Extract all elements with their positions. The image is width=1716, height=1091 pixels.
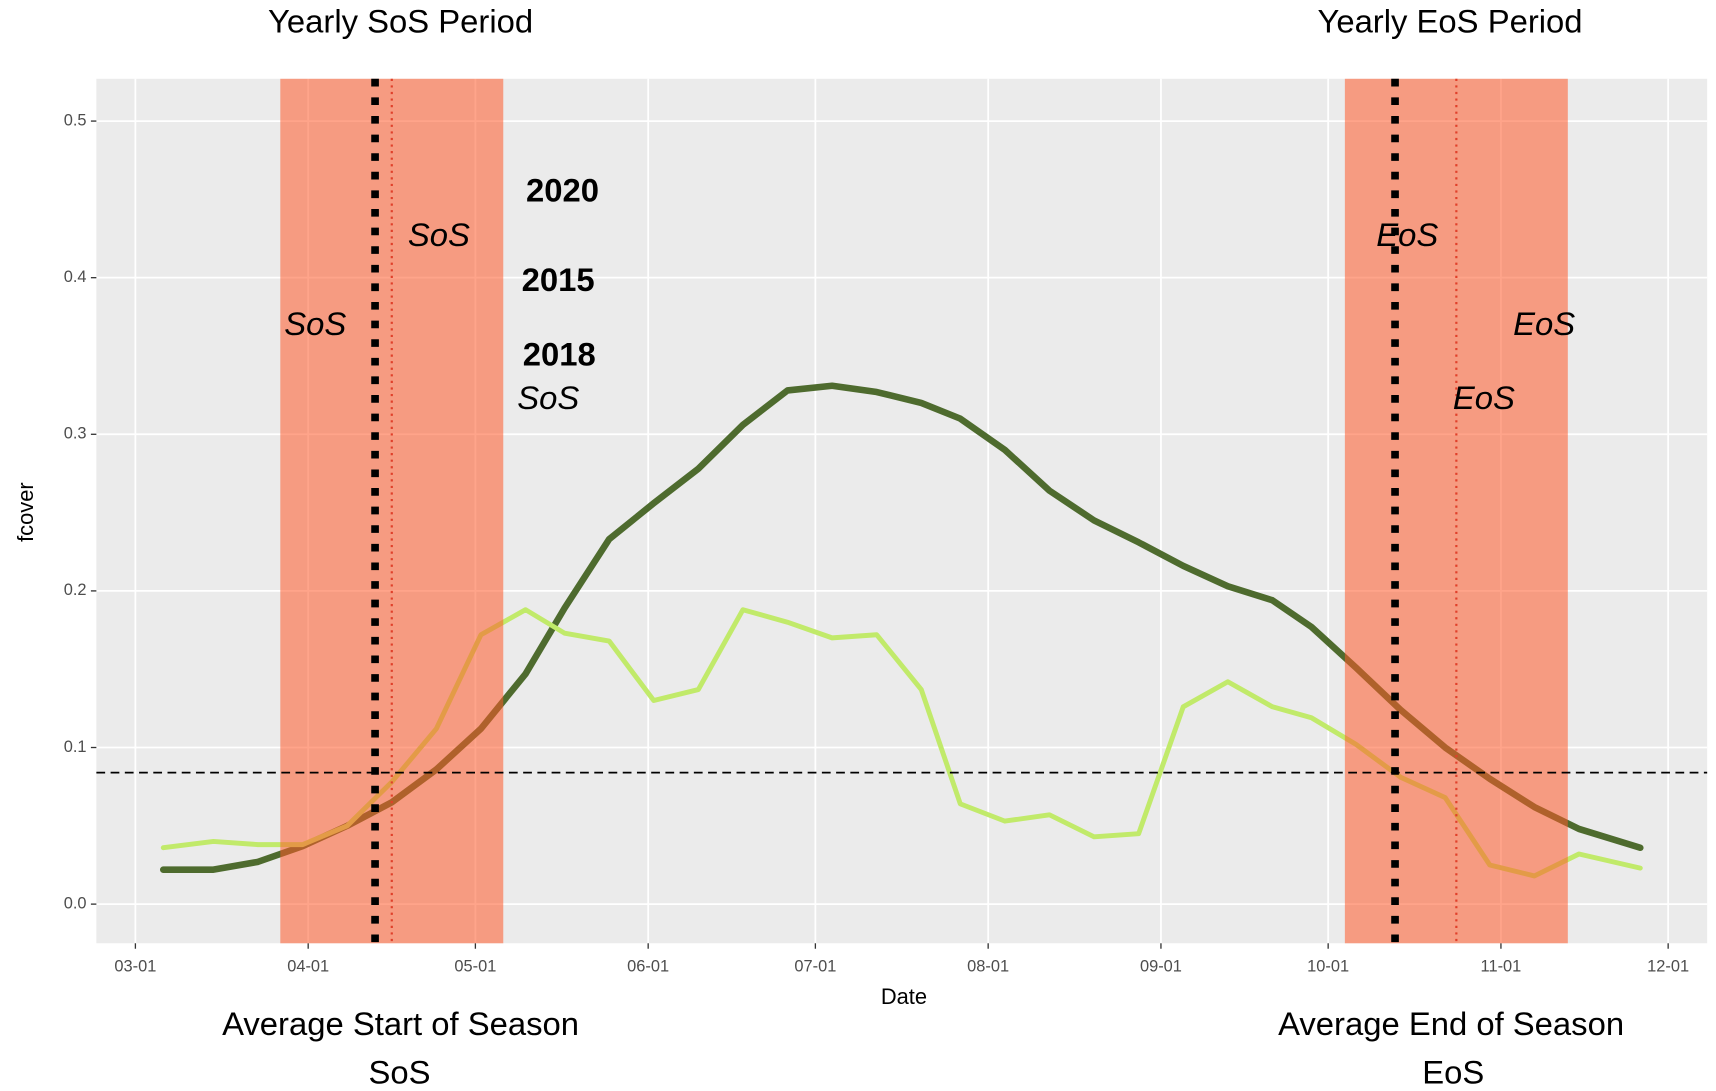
x-tick-label: 06-01 (627, 958, 669, 976)
y-axis-label: fcover (13, 482, 38, 542)
x-tick-label: 05-01 (454, 958, 496, 976)
y-tick-label: 0.3 (64, 425, 87, 443)
annotation: EoS (1422, 1053, 1484, 1090)
annotation: EoS (1453, 379, 1515, 416)
annotation: 2015 (522, 261, 595, 298)
shaded-period (280, 78, 504, 944)
y-tick-label: 0.1 (64, 738, 87, 756)
x-tick-label: 03-01 (114, 958, 156, 976)
annotation: EoS (1513, 305, 1575, 342)
annotation: Yearly SoS Period (268, 3, 533, 40)
shaded-period (1344, 78, 1568, 944)
annotation: 2020 (526, 171, 599, 208)
x-tick-label: 12-01 (1647, 958, 1689, 976)
x-tick-label: 07-01 (794, 958, 836, 976)
annotation: EoS (1376, 216, 1438, 253)
y-tick-label: 0.0 (64, 894, 87, 912)
x-tick-label: 04-01 (287, 958, 329, 976)
annotation: SoS (368, 1053, 430, 1090)
x-tick-label: 09-01 (1140, 958, 1182, 976)
x-tick-label: 10-01 (1307, 958, 1349, 976)
y-tick-label: 0.5 (64, 111, 87, 129)
x-axis-label: Date (881, 984, 927, 1009)
annotation: SoS (284, 305, 346, 342)
x-tick-label: 08-01 (967, 958, 1009, 976)
annotation: SoS (517, 379, 579, 416)
annotation: Average Start of Season (222, 1005, 579, 1042)
annotation: SoS (408, 216, 470, 253)
x-tick-label: 11-01 (1481, 958, 1522, 976)
y-tick-label: 0.4 (64, 268, 87, 286)
y-tick-label: 0.2 (64, 581, 87, 599)
annotation: Average End of Season (1278, 1005, 1624, 1042)
annotation: Yearly EoS Period (1317, 3, 1582, 40)
annotation: 2018 (523, 335, 596, 372)
